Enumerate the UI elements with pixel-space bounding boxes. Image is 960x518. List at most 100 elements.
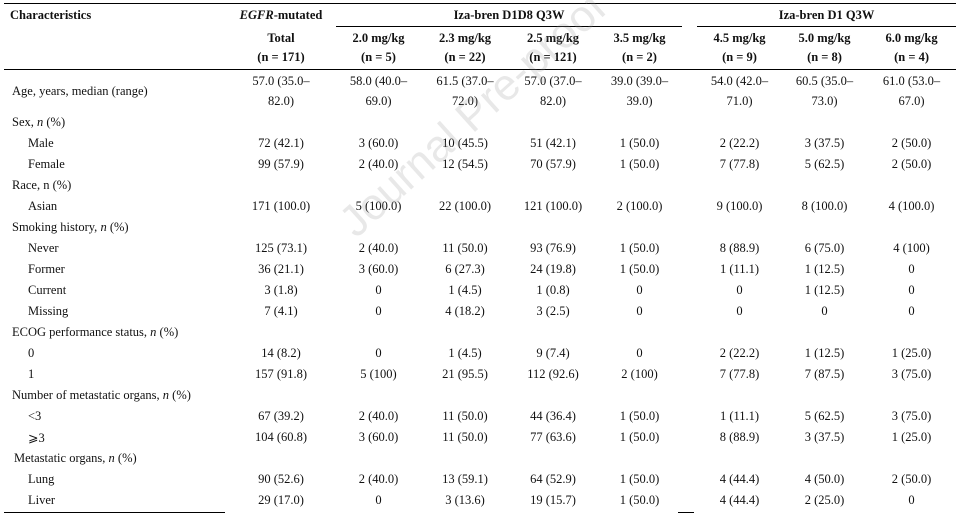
section-label: Smoking history, n (%) [12, 220, 129, 234]
table-cell: 0 [908, 262, 915, 276]
table-cell: 1 (4.5) [448, 346, 482, 360]
table-cell: 2 (100.0) [616, 199, 663, 213]
table-cell: 11 (50.0) [442, 241, 488, 255]
table-cell: 10 (45.5) [442, 136, 488, 150]
row-label: ⩾3 [28, 430, 45, 445]
row-label: 0 [28, 346, 35, 360]
table-cell: 1 (50.0) [619, 472, 660, 486]
table-cell: 22 (100.0) [438, 199, 492, 213]
table-cell: 2 (25.0) [804, 493, 845, 507]
table-cell: 13 (59.1) [442, 472, 488, 486]
table-cell: 44 (36.4) [530, 409, 576, 423]
table-cell: 90 (52.6) [258, 472, 304, 486]
table-row-age: Age, years, median (range) 57.0 (35.0– 82… [4, 69, 957, 112]
table-cell: 0 [908, 493, 915, 507]
table-cell: 2 (50.0) [891, 472, 932, 486]
table-row-sex-header: Sex, n (%) [4, 112, 956, 133]
table-cell: 7 (77.8) [719, 157, 760, 171]
table-cell: 2 (40.0) [358, 472, 399, 486]
total-header: Total (n = 171) [257, 30, 305, 64]
bottom-rule-mid [678, 512, 694, 513]
table-row: Current 3 (1.8) 0 1 (4.5) 1 (0.8) 0 0 1 (12.5) 0 [4, 280, 956, 301]
table-cell: 2 (100) [621, 367, 658, 381]
dose-header: 2.3 mg/kg (n = 22) [438, 31, 492, 64]
table-row: Lung 90 (52.6) 2 (40.0) 13 (59.1) 64 (52.9) 1… [4, 469, 956, 490]
table-cell: 99 (57.9) [258, 157, 304, 171]
table-cell: 77 (63.6) [530, 430, 576, 444]
table-cell: 7 (77.8) [719, 367, 760, 381]
dose-header: 5.0 mg/kg (n = 8) [798, 31, 851, 64]
characteristics-header: Characteristics [4, 3, 226, 27]
table-row: Missing 7 (4.1) 0 4 (18.2) 3 (2.5) 0 0 0 0 [4, 301, 956, 322]
table-cell: 11 (50.0) [442, 409, 488, 423]
table-cell: 2 (22.2) [719, 136, 760, 150]
table-cell: 3 (60.0) [358, 430, 399, 444]
row-label: Lung [28, 472, 55, 486]
table-cell: 14 (8.2) [261, 346, 301, 360]
table-cell: 1 (4.5) [448, 283, 482, 297]
table-row: 1 157 (91.8) 5 (100) 21 (95.5) 112 (92.6) 2 (… [4, 364, 956, 385]
table-cell: 4 (50.0) [804, 472, 845, 486]
table-cell: 4 (44.4) [719, 472, 760, 486]
table-cell: 112 (92.6) [527, 367, 579, 381]
table-cell: 0 [636, 304, 643, 318]
header-row-2: Total (n = 171) 2.0 mg/kg (n = 5) 2.3 mg/k… [4, 27, 956, 70]
row-label: Former [28, 262, 65, 276]
table-cell: 1 (50.0) [619, 136, 660, 150]
table-cell: 6 (75.0) [804, 241, 845, 255]
table-cell: 7 (87.5) [804, 367, 845, 381]
table-cell: 1 (50.0) [619, 430, 660, 444]
table-cell: 3 (60.0) [358, 136, 399, 150]
table-cell: 9 (7.4) [536, 346, 570, 360]
table-cell: 8 (100.0) [801, 199, 848, 213]
table-cell: 1 (0.8) [536, 283, 570, 297]
table-row-smoking-header: Smoking history, n (%) [4, 217, 956, 238]
table-cell: 104 (60.8) [254, 430, 308, 444]
dose-header: 2.0 mg/kg (n = 5) [352, 31, 405, 64]
section-label: ECOG performance status, n (%) [12, 325, 179, 339]
table-cell: 1 (50.0) [619, 409, 660, 423]
table-cell: 3 (75.0) [891, 367, 932, 381]
table-cell: 93 (76.9) [530, 241, 576, 255]
table-cell: 0 [375, 493, 382, 507]
table-cell: 171 (100.0) [251, 199, 311, 213]
table-cell: 5 (62.5) [804, 409, 845, 423]
table-cell: 3 (37.5) [804, 136, 845, 150]
table-cell: 4 (44.4) [719, 493, 760, 507]
table-cell: 36 (21.1) [258, 262, 304, 276]
table-row: 0 14 (8.2) 0 1 (4.5) 9 (7.4) 0 2 (22.2) 1 (12.5… [4, 343, 956, 364]
table-cell: 64 (52.9) [530, 472, 576, 486]
table-row: Female 99 (57.9) 2 (40.0) 12 (54.5) 70 (57.9… [4, 154, 956, 175]
table-cell: 0 [375, 304, 382, 318]
table-cell: 3 (13.6) [445, 493, 485, 507]
table-cell: 9 (100.0) [716, 199, 763, 213]
table-cell: 2 (40.0) [358, 241, 399, 255]
table-cell: 6 (27.3) [445, 262, 485, 276]
table-cell: 1 (50.0) [619, 262, 660, 276]
table-cell: 1 (12.5) [804, 346, 845, 360]
table-cell: 19 (15.7) [530, 493, 576, 507]
table-cell: 29 (17.0) [258, 493, 304, 507]
table-cell: 121 (100.0) [523, 199, 583, 213]
table-cell: 0 [736, 283, 743, 297]
row-label: Male [28, 136, 54, 150]
table-cell: 4 (100) [893, 241, 930, 255]
table-cell: 0 [908, 283, 915, 297]
row-label: 1 [28, 367, 35, 381]
row-label: Liver [28, 493, 56, 507]
table-cell: 1 (12.5) [804, 283, 845, 297]
table-cell: 8 (88.9) [719, 241, 760, 255]
table-cell: 3 (37.5) [804, 430, 845, 444]
table-cell: 12 (54.5) [442, 157, 488, 171]
table-cell: 125 (73.1) [254, 241, 308, 255]
group1-title: Iza-bren D1D8 Q3W [336, 3, 683, 27]
table-cell: 2 (22.2) [719, 346, 760, 360]
table-row-ecog-header: ECOG performance status, n (%) [4, 322, 956, 343]
table-cell: 3 (1.8) [264, 283, 298, 297]
table-row: Former 36 (21.1) 3 (60.0) 6 (27.3) 24 (19.8)… [4, 259, 956, 280]
table-cell: 5 (100.0) [355, 199, 402, 213]
section-label: Number of metastatic organs, n (%) [12, 388, 191, 402]
table-cell: 0 [636, 283, 643, 297]
dose-header: 3.5 mg/kg (n = 2) [613, 31, 666, 64]
table-cell: 2 (40.0) [358, 409, 399, 423]
